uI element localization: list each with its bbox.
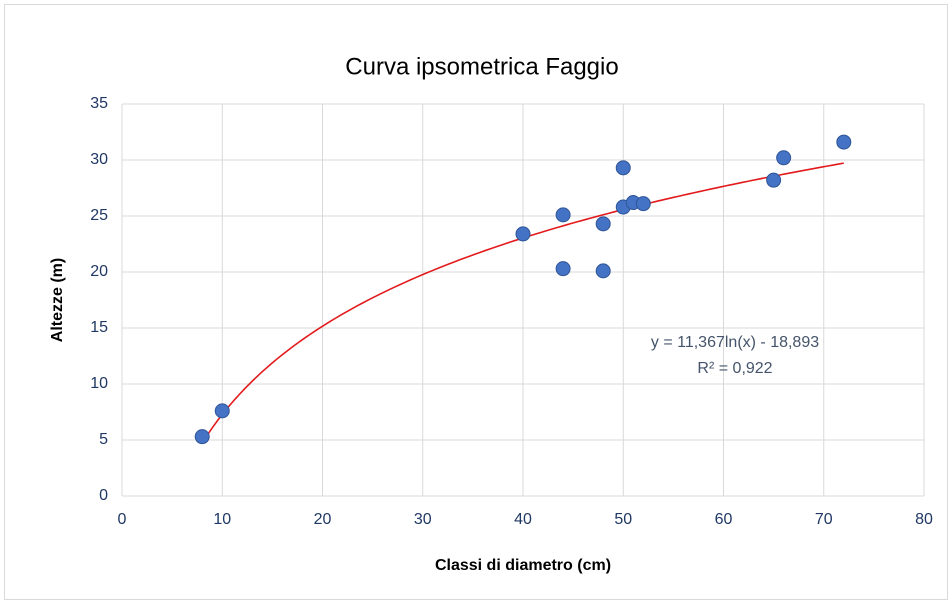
x-axis-label: Classi di diametro (cm) [435, 557, 611, 574]
point [515, 226, 531, 242]
x-tick-label: 70 [815, 511, 833, 528]
y-tick-label: 25 [90, 207, 108, 224]
chart-border [4, 4, 948, 600]
point [595, 263, 611, 279]
x-tick-label: 50 [614, 511, 632, 528]
point [555, 207, 571, 223]
point [836, 134, 852, 150]
y-tick-label: 10 [90, 375, 108, 392]
y-tick-label: 0 [99, 487, 108, 504]
y-tick-label: 30 [90, 151, 108, 168]
x-tick-label: 60 [715, 511, 733, 528]
x-tick-label: 10 [213, 511, 231, 528]
point [615, 160, 631, 176]
point [776, 150, 792, 166]
point [555, 261, 571, 277]
chart-title: Curva ipsometrica Faggio [345, 53, 618, 80]
y-tick-label: 15 [90, 319, 108, 336]
x-tick-label: 30 [414, 511, 432, 528]
y-axis-label: Altezze (m) [49, 258, 66, 342]
point [766, 172, 782, 188]
trendline-r2: R² = 0,922 [697, 360, 772, 377]
x-tick-label: 20 [314, 511, 332, 528]
trendline-equation: y = 11,367ln(x) - 18,893 [651, 334, 819, 351]
x-tick-label: 40 [514, 511, 532, 528]
y-tick-label: 35 [90, 95, 108, 112]
point [635, 196, 651, 212]
y-tick-label: 20 [90, 263, 108, 280]
point [595, 216, 611, 232]
y-tick-label: 5 [99, 431, 108, 448]
point [194, 429, 210, 445]
x-tick-label: 80 [915, 511, 933, 528]
x-tick-label: 0 [118, 511, 127, 528]
point [214, 403, 230, 419]
